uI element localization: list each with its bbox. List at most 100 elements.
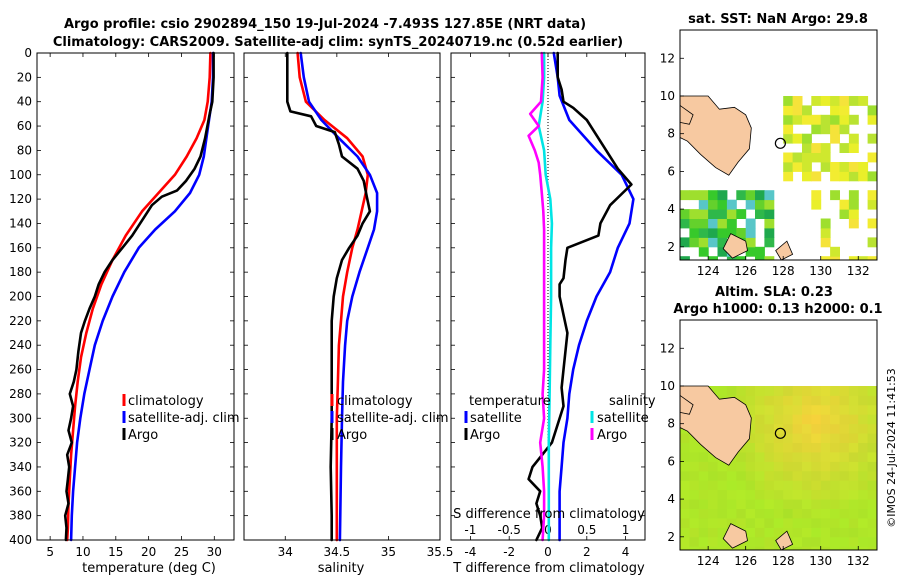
- map-cell: [689, 489, 700, 500]
- land-polygon: [722, 523, 748, 549]
- map-cell: [858, 404, 869, 415]
- map-cell: [848, 452, 859, 462]
- map-cell: [764, 499, 775, 509]
- map-cell: [755, 190, 765, 201]
- map-cell: [689, 461, 700, 472]
- top-x-tick-label: 0.5: [577, 523, 596, 537]
- depth-tick-label: 200: [9, 290, 32, 304]
- map-cell: [736, 395, 747, 406]
- x-tick-label: 10: [75, 545, 90, 559]
- map-cell: [867, 190, 877, 201]
- land-polygon: [680, 385, 752, 466]
- map-cell: [848, 395, 859, 406]
- map-cell: [698, 246, 709, 257]
- difference-xlabel: T difference from climatology: [452, 561, 645, 576]
- map-cell: [689, 218, 700, 229]
- map-cell: [745, 452, 756, 462]
- map-cell: [839, 209, 850, 219]
- map-cell: [717, 199, 728, 210]
- map-cell: [802, 546, 812, 550]
- map-cell: [745, 489, 756, 500]
- map-y-tick-label: 8: [667, 417, 675, 431]
- map-cell: [792, 480, 803, 491]
- legend-climatology-label: climatology: [128, 394, 204, 409]
- map-cell: [689, 442, 700, 453]
- map-cell: [792, 433, 803, 443]
- map-cell: [830, 114, 840, 125]
- map-cell: [811, 480, 822, 491]
- map-cell: [717, 546, 728, 550]
- map-cell: [783, 452, 794, 462]
- map-cell: [783, 527, 794, 538]
- map-cell: [830, 414, 840, 425]
- map-cell: [802, 152, 812, 163]
- map-cell: [736, 499, 747, 509]
- map-cell: [867, 199, 877, 210]
- map-cell: [848, 209, 859, 219]
- map-cell: [820, 499, 831, 509]
- map-cell: [708, 508, 718, 519]
- map-cell: [783, 133, 794, 144]
- map-cell: [698, 218, 709, 229]
- map-cell: [717, 246, 728, 257]
- map-cell: [811, 414, 822, 425]
- map-cell: [802, 452, 812, 462]
- map-cell: [689, 190, 700, 201]
- map-cell: [811, 152, 822, 163]
- map-cell: [802, 414, 812, 425]
- map-cell: [839, 423, 850, 434]
- depth-tick-label: 300: [9, 411, 32, 425]
- x-tick-label: 34.5: [323, 545, 350, 559]
- map-y-tick-label: 8: [667, 127, 675, 141]
- difference-panel: -4-2024-1-0.500.51: [450, 51, 646, 559]
- map-cell: [811, 452, 822, 462]
- map-cell: [708, 256, 718, 260]
- map-cell: [848, 199, 859, 210]
- map-cell: [839, 527, 850, 538]
- map-cell: [839, 461, 850, 472]
- map-x-tick-label: 126: [734, 554, 757, 568]
- sla-map: 124 126 128 130 132 2 4 6 8 10 12: [660, 319, 878, 568]
- map-cell: [848, 536, 859, 547]
- depth-tick-label: 180: [9, 265, 32, 279]
- map-cell: [736, 452, 747, 462]
- series-argo: [63, 51, 215, 542]
- map-cell: [858, 470, 869, 481]
- map-cell: [867, 452, 877, 462]
- map-cell: [717, 527, 728, 538]
- map-cell: [867, 508, 877, 519]
- map-cell: [764, 508, 775, 519]
- map-cell: [820, 237, 831, 248]
- map-cell: [708, 386, 718, 396]
- depth-tick-label: 140: [9, 216, 32, 230]
- x-tick-label: 0: [544, 545, 552, 559]
- map-cell: [745, 404, 756, 415]
- difference-legend-salinity: salinity satellite Argo: [590, 394, 656, 443]
- map-cell: [820, 470, 831, 481]
- map-cell: [689, 237, 700, 248]
- map-cell: [717, 218, 728, 229]
- legend-argo-label: Argo: [337, 428, 367, 443]
- map-y-tick-label: 6: [667, 454, 675, 468]
- map-cell: [783, 171, 794, 182]
- map-cell: [830, 395, 840, 406]
- map-cell: [820, 480, 831, 491]
- map-cell: [848, 133, 859, 144]
- map-cell: [736, 508, 747, 519]
- imos-timestamp: ©IMOS 24-Jul-2024 11:41:53: [885, 368, 898, 528]
- map-cell: [792, 105, 803, 116]
- map-cell: [858, 423, 869, 434]
- series-argo: [285, 51, 372, 542]
- map-cell: [867, 461, 877, 472]
- map-cell: [848, 171, 859, 182]
- map-cell: [811, 518, 822, 528]
- map-cell: [755, 546, 765, 550]
- map-y-tick-label: 4: [667, 202, 675, 216]
- map-cell: [830, 96, 840, 106]
- sst-map: 124 126 128 130 132 2 4 6 8 10 12: [660, 29, 878, 278]
- map-cell: [736, 546, 747, 550]
- map-cell: [792, 442, 803, 453]
- map-cell: [689, 527, 700, 538]
- map-cell: [783, 404, 794, 415]
- x-tick-label: 35: [381, 545, 396, 559]
